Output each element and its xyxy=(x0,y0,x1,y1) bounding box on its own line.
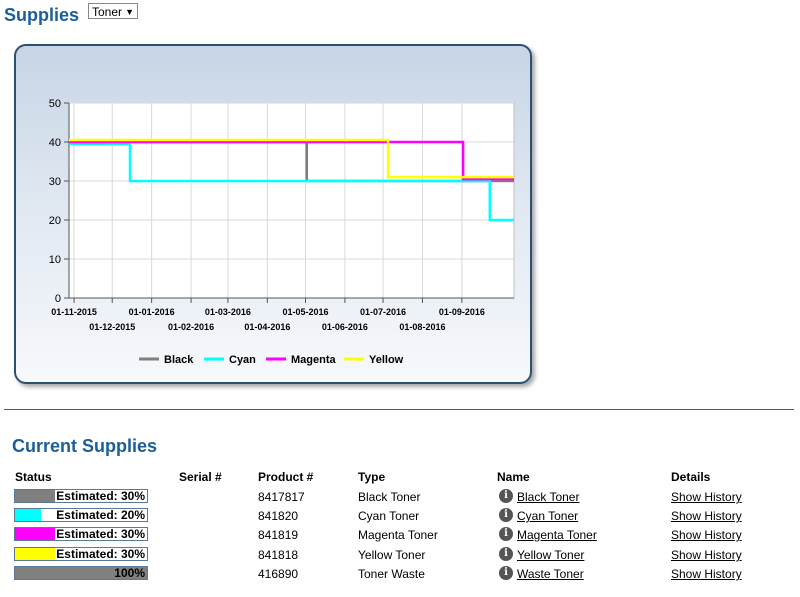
table-row: Estimated: 30% 841819 Magenta Toner i Magent… xyxy=(0,526,800,545)
supply-type-select[interactable]: Toner ▼ xyxy=(88,3,138,19)
legend-label-black: Black xyxy=(164,354,194,366)
legend-label-cyan: Cyan xyxy=(229,354,256,366)
x-tick-label: 01-08-2016 xyxy=(399,322,445,332)
table-row: Estimated: 20% 841820 Cyan Toner i Cyan Tone… xyxy=(0,507,800,526)
product-cell: 8417817 xyxy=(258,490,305,504)
y-tick-label: 20 xyxy=(49,215,61,227)
status-level-fill xyxy=(15,528,55,540)
product-cell: 416890 xyxy=(258,567,299,581)
info-icon[interactable]: i xyxy=(499,566,513,580)
type-cell: Yellow Toner xyxy=(358,548,426,562)
info-icon[interactable]: i xyxy=(499,489,513,503)
show-history-link[interactable]: Show History xyxy=(671,548,742,562)
product-cell: 841819 xyxy=(258,528,299,542)
y-tick-label: 50 xyxy=(49,98,61,110)
table-row: Estimated: 30% 841818 Yellow Toner i Yellow … xyxy=(0,546,800,565)
y-tick-label: 0 xyxy=(55,293,61,305)
supply-type-value: Toner xyxy=(92,5,123,19)
table-row: Estimated: 30% 8417817 Black Toner i Black T… xyxy=(0,488,800,507)
type-cell: Toner Waste xyxy=(358,567,425,581)
type-cell: Black Toner xyxy=(358,490,421,504)
x-tick-label: 01-09-2016 xyxy=(439,307,485,317)
y-tick-label: 30 xyxy=(49,176,61,188)
product-cell: 841818 xyxy=(258,548,299,562)
x-tick-label: 01-03-2016 xyxy=(205,307,251,317)
x-tick-label: 01-01-2016 xyxy=(129,307,175,317)
status-text: Estimated: 30% xyxy=(56,547,145,561)
show-history-link[interactable]: Show History xyxy=(671,567,742,581)
legend-label-yellow: Yellow xyxy=(369,354,404,366)
status-level-bar: Estimated: 20% xyxy=(14,508,148,522)
status-level-bar: Estimated: 30% xyxy=(14,489,148,503)
series-line-cyan xyxy=(69,142,514,222)
x-tick-label: 01-11-2015 xyxy=(51,307,97,317)
status-level-fill xyxy=(15,490,55,502)
series-line-magenta xyxy=(69,140,514,181)
x-tick-label: 01-02-2016 xyxy=(168,322,214,332)
details-column-header: Details xyxy=(671,470,711,484)
status-text: 100% xyxy=(114,566,145,580)
x-tick-label: 01-07-2016 xyxy=(360,307,406,317)
supply-name-link[interactable]: Yellow Toner xyxy=(517,548,585,562)
type-cell: Magenta Toner xyxy=(358,528,438,542)
show-history-link[interactable]: Show History xyxy=(671,490,742,504)
show-history-link[interactable]: Show History xyxy=(671,528,742,542)
legend-label-magenta: Magenta xyxy=(291,354,337,366)
supply-name-link[interactable]: Waste Toner xyxy=(517,567,584,581)
info-icon[interactable]: i xyxy=(499,547,513,561)
name-column-header: Name xyxy=(497,470,530,484)
x-tick-label: 01-06-2016 xyxy=(322,322,368,332)
supply-name-link[interactable]: Magenta Toner xyxy=(517,528,597,542)
x-tick-label: 01-04-2016 xyxy=(244,322,290,332)
status-level-fill xyxy=(15,567,147,579)
status-text: Estimated: 30% xyxy=(56,489,145,503)
status-level-bar: 100% xyxy=(14,566,148,580)
status-level-bar: Estimated: 30% xyxy=(14,527,148,541)
type-cell: Cyan Toner xyxy=(358,509,420,523)
status-level-fill xyxy=(15,509,42,521)
status-level-bar: Estimated: 30% xyxy=(14,547,148,561)
current-supplies-title: Current Supplies xyxy=(12,436,158,456)
y-tick-label: 10 xyxy=(49,254,61,266)
status-level-fill xyxy=(15,548,55,560)
supply-name-link[interactable]: Black Toner xyxy=(517,490,580,504)
product-column-header: Product # xyxy=(258,470,314,484)
supply-name-link[interactable]: Cyan Toner xyxy=(517,509,579,523)
status-text: Estimated: 30% xyxy=(56,527,145,541)
plot-area xyxy=(68,102,515,299)
serial-column-header: Serial # xyxy=(179,470,222,484)
table-row: 100% 416890 Toner Waste i Waste Toner Show Hi… xyxy=(0,565,800,584)
status-text: Estimated: 20% xyxy=(56,508,145,522)
supplies-line-chart: 0 10 20 30 40 50 01-11-2015 01-01-2016 01-03-201… xyxy=(49,98,515,366)
product-cell: 841820 xyxy=(258,509,299,523)
x-tick-label: 01-12-2015 xyxy=(89,322,135,332)
supplies-chart-panel: 0 10 20 30 40 50 01-11-2015 01-01-2016 01-03-201… xyxy=(14,44,532,384)
show-history-link[interactable]: Show History xyxy=(671,509,742,523)
x-tick-label: 01-05-2016 xyxy=(282,307,328,317)
status-column-header: Status xyxy=(15,470,52,484)
section-divider xyxy=(4,409,794,410)
info-icon[interactable]: i xyxy=(499,508,513,522)
type-column-header: Type xyxy=(358,470,386,484)
series-line-yellow xyxy=(69,138,514,179)
info-icon[interactable]: i xyxy=(499,527,513,541)
y-tick-label: 40 xyxy=(49,137,61,149)
chevron-down-icon: ▼ xyxy=(125,7,134,17)
page-title: Supplies xyxy=(4,5,80,25)
